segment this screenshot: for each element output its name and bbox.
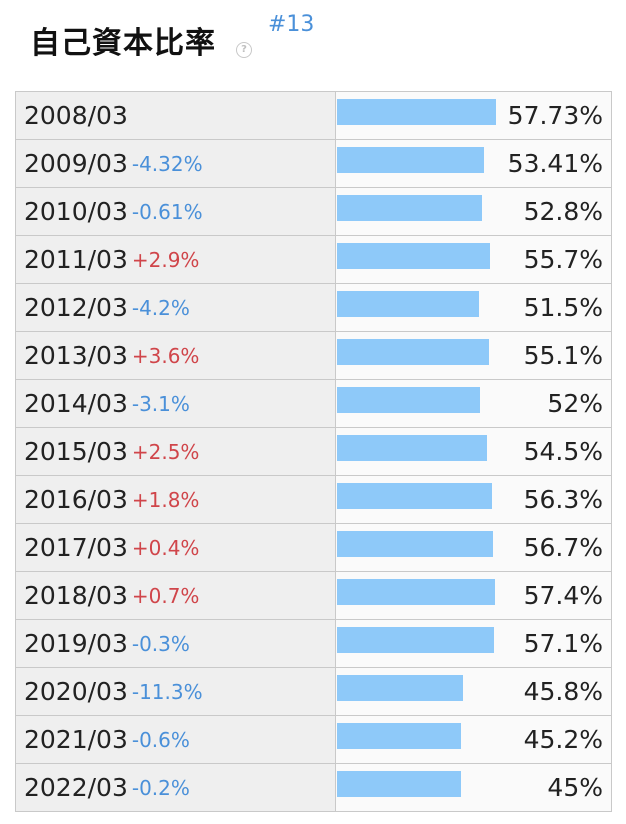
year-label: 2018/03 xyxy=(24,581,128,610)
change-label: +0.4% xyxy=(131,535,200,560)
row-label-cell: 2011/03 +2.9% xyxy=(16,236,336,283)
table-row: 2016/03 +1.8% 56.3% xyxy=(16,476,611,524)
value-label: 57.1% xyxy=(523,629,603,658)
change-label: -3.1% xyxy=(131,391,190,416)
row-label-cell: 2008/03 xyxy=(16,92,336,139)
row-label-cell: 2009/03 -4.32% xyxy=(16,140,336,187)
table-row: 2009/03 -4.32% 53.41% xyxy=(16,140,611,188)
change-label: -11.3% xyxy=(131,679,203,704)
year-label: 2014/03 xyxy=(24,389,128,418)
table-row: 2022/03 -0.2% 45% xyxy=(16,764,611,812)
value-label: 52% xyxy=(547,389,603,418)
value-label: 52.8% xyxy=(523,197,603,226)
question-circle-icon[interactable]: ? xyxy=(236,42,252,58)
table-row: 2015/03 +2.5% 54.5% xyxy=(16,428,611,476)
change-label: +2.9% xyxy=(131,247,200,272)
value-bar xyxy=(337,531,493,557)
row-label-cell: 2015/03 +2.5% xyxy=(16,428,336,475)
row-label-cell: 2014/03 -3.1% xyxy=(16,380,336,427)
change-label: -4.2% xyxy=(131,295,190,320)
value-label: 57.73% xyxy=(507,101,603,130)
value-label: 54.5% xyxy=(523,437,603,466)
row-label-cell: 2010/03 -0.61% xyxy=(16,188,336,235)
change-label: +2.5% xyxy=(131,439,200,464)
table-row: 2013/03 +3.6% 55.1% xyxy=(16,332,611,380)
change-label: +1.8% xyxy=(131,487,200,512)
value-label: 45.2% xyxy=(523,725,603,754)
table-row: 2020/03 -11.3% 45.8% xyxy=(16,668,611,716)
change-label: +0.7% xyxy=(131,583,200,608)
row-label-cell: 2018/03 +0.7% xyxy=(16,572,336,619)
row-label-cell: 2016/03 +1.8% xyxy=(16,476,336,523)
change-label: -4.32% xyxy=(131,151,203,176)
value-label: 45.8% xyxy=(523,677,603,706)
table-row: 2012/03 -4.2% 51.5% xyxy=(16,284,611,332)
value-label: 45% xyxy=(547,773,603,802)
value-label: 51.5% xyxy=(523,293,603,322)
value-bar xyxy=(337,195,482,221)
value-bar xyxy=(337,627,494,653)
table-row: 2018/03 +0.7% 57.4% xyxy=(16,572,611,620)
table-row: 2021/03 -0.6% 45.2% xyxy=(16,716,611,764)
change-label: -0.61% xyxy=(131,199,203,224)
row-label-cell: 2020/03 -11.3% xyxy=(16,668,336,715)
year-label: 2011/03 xyxy=(24,245,128,274)
chart-title: 自己資本比率 xyxy=(30,26,216,61)
year-label: 2012/03 xyxy=(24,293,128,322)
change-label: -0.3% xyxy=(131,631,190,656)
value-bar xyxy=(337,579,495,605)
year-label: 2022/03 xyxy=(24,773,128,802)
row-label-cell: 2012/03 -4.2% xyxy=(16,284,336,331)
value-bar xyxy=(337,435,487,461)
value-label: 56.7% xyxy=(523,533,603,562)
change-label: -0.6% xyxy=(131,727,190,752)
change-label: +3.6% xyxy=(131,343,200,368)
year-label: 2013/03 xyxy=(24,341,128,370)
value-bar xyxy=(337,243,490,269)
value-label: 56.3% xyxy=(523,485,603,514)
row-label-cell: 2019/03 -0.3% xyxy=(16,620,336,667)
value-label: 53.41% xyxy=(507,149,603,178)
table-row: 2011/03 +2.9% 55.7% xyxy=(16,236,611,284)
value-bar xyxy=(337,291,479,317)
value-label: 57.4% xyxy=(523,581,603,610)
table-row: 2008/03 57.73% xyxy=(16,92,611,140)
table-row: 2019/03 -0.3% 57.1% xyxy=(16,620,611,668)
table-row: 2014/03 -3.1% 52% xyxy=(16,380,611,428)
change-label: -0.2% xyxy=(131,775,190,800)
table-row: 2017/03 +0.4% 56.7% xyxy=(16,524,611,572)
equity-ratio-table: 2008/03 57.73% 2009/03 -4.32% 53.41% 2010/03-… xyxy=(15,91,612,812)
year-label: 2016/03 xyxy=(24,485,128,514)
value-label: 55.7% xyxy=(523,245,603,274)
value-label: 55.1% xyxy=(523,341,603,370)
table-row: 2010/03 -0.61% 52.8% xyxy=(16,188,611,236)
row-label-cell: 2013/03 +3.6% xyxy=(16,332,336,379)
year-label: 2009/03 xyxy=(24,149,128,178)
value-bar xyxy=(337,483,492,509)
rank-link[interactable]: #13 xyxy=(268,12,315,37)
year-label: 2010/03 xyxy=(24,197,128,226)
year-label: 2021/03 xyxy=(24,725,128,754)
value-bar xyxy=(337,675,463,701)
value-bar xyxy=(337,339,489,365)
value-bar xyxy=(337,771,461,797)
row-label-cell: 2021/03 -0.6% xyxy=(16,716,336,763)
year-label: 2020/03 xyxy=(24,677,128,706)
value-bar xyxy=(337,723,461,749)
row-label-cell: 2022/03 -0.2% xyxy=(16,764,336,811)
year-label: 2017/03 xyxy=(24,533,128,562)
value-bar xyxy=(337,387,480,413)
year-label: 2015/03 xyxy=(24,437,128,466)
row-label-cell: 2017/03 +0.4% xyxy=(16,524,336,571)
year-label: 2019/03 xyxy=(24,629,128,658)
value-bar xyxy=(337,99,496,125)
year-label: 2008/03 xyxy=(24,101,128,130)
value-bar xyxy=(337,147,484,173)
